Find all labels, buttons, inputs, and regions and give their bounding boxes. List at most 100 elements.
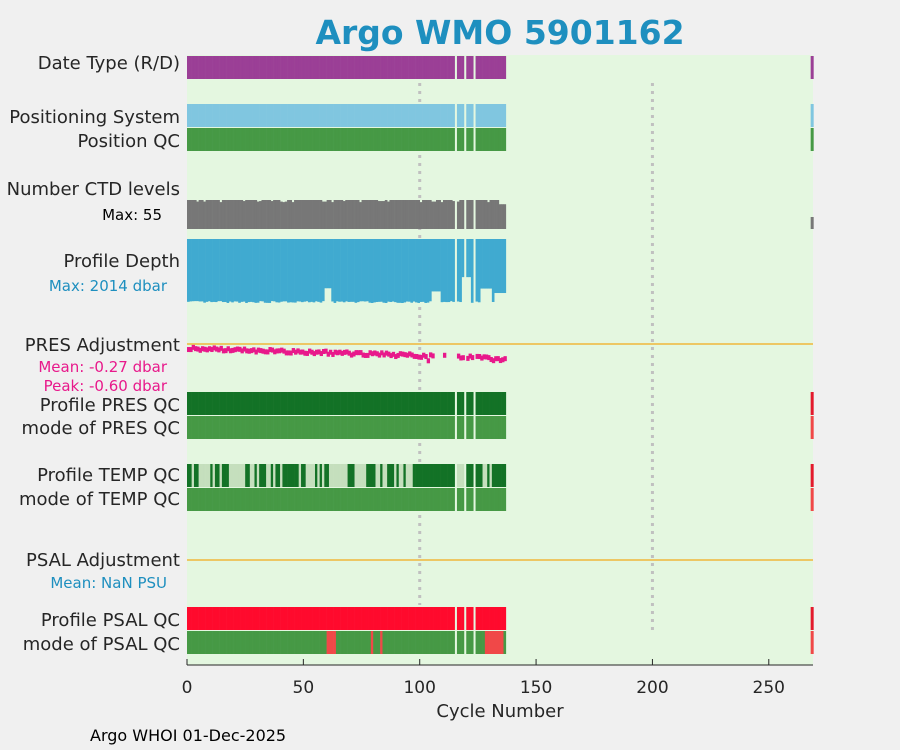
profile-depth-bar — [408, 239, 411, 302]
mode-temp-qc-cycle — [228, 488, 232, 511]
mode-pres-qc-cycle — [356, 416, 360, 439]
profile-depth-bar — [198, 239, 202, 302]
mode-psal-qc-cycle — [415, 631, 418, 654]
date-type-cycle — [410, 56, 414, 79]
mode-psal-qc-cycle — [198, 631, 202, 654]
positioning-system-cycle — [438, 104, 441, 127]
mode-pres-qc-cycle — [200, 416, 204, 439]
mode-temp-qc-cycle — [217, 488, 220, 511]
profile-pres-qc-cycle — [403, 392, 407, 415]
mode-pres-qc-cycle — [424, 416, 427, 439]
profile-psal-qc-cycle — [298, 607, 302, 630]
profile-pres-qc-cycle — [333, 392, 337, 415]
mode-temp-qc-cycle — [391, 488, 395, 511]
profile-depth-bar — [221, 239, 225, 303]
position-qc-cycle — [380, 128, 383, 151]
mode-psal-qc-cycle — [277, 631, 281, 654]
mode-pres-qc-cycle — [389, 416, 393, 439]
profile-psal-qc-cycle — [193, 607, 197, 630]
mode-psal-qc-cycle — [354, 631, 358, 654]
mode-pres-qc-cycle — [221, 416, 225, 439]
profile-psal-qc-cycle — [347, 607, 351, 630]
pres-adjustment-point — [249, 348, 254, 354]
mode-psal-qc-cycle — [475, 631, 479, 654]
positioning-system-cycle — [324, 104, 327, 127]
date-type-cycle — [496, 56, 500, 79]
positioning-system-cycle — [191, 104, 195, 127]
profile-temp-qc-cycle — [412, 464, 416, 487]
positioning-system-cycle — [219, 104, 223, 127]
position-qc-cycle — [259, 128, 262, 151]
label-profile-pres-qc: Profile PRES QC — [40, 395, 180, 416]
positioning-system-cycle — [391, 104, 395, 127]
date-type-cycle — [289, 56, 293, 79]
profile-psal-qc-cycle — [375, 607, 379, 630]
mode-temp-qc-cycle — [277, 488, 281, 511]
profile-temp-qc-cycle — [331, 464, 334, 487]
profile-depth-bar — [335, 239, 339, 302]
x-tick-label: 150 — [520, 678, 552, 698]
mode-psal-qc-cycle — [205, 631, 209, 654]
ctd-levels-bar — [431, 201, 434, 229]
ctd-levels-bar — [284, 201, 288, 229]
mode-pres-qc-cycle — [240, 416, 244, 439]
positioning-system-cycle — [284, 104, 288, 127]
profile-depth-bar — [231, 239, 234, 303]
profile-temp-qc-cycle — [389, 464, 393, 487]
mode-psal-qc-cycle — [317, 631, 320, 654]
mode-temp-qc-cycle — [347, 488, 351, 511]
positioning-system-cycle — [359, 104, 362, 127]
profile-pres-qc-cycle — [389, 392, 393, 415]
profile-psal-qc-cycle — [326, 607, 330, 630]
position-qc-cycle — [317, 128, 320, 151]
mode-temp-qc-cycle — [408, 488, 411, 511]
mode-temp-qc-cycle — [266, 488, 269, 511]
date-type-cycle — [482, 56, 486, 79]
date-type-cycle — [189, 56, 192, 79]
pres-adjustment-peak: Peak: -0.60 dbar — [44, 377, 168, 395]
profile-depth-bar — [187, 239, 190, 302]
position-qc-cycle — [417, 128, 421, 151]
profile-depth-bar — [284, 239, 288, 302]
date-type-cycle — [203, 56, 206, 79]
profile-pres-qc-cycle — [436, 392, 439, 415]
label-mode-psal-qc: mode of PSAL QC — [23, 634, 180, 655]
pres-adjustment-point — [459, 355, 463, 361]
mode-psal-qc-cycle — [408, 631, 411, 654]
profile-pres-qc-cycle — [475, 392, 479, 415]
ctd-levels-bar — [396, 200, 400, 229]
position-qc-cycle — [361, 128, 365, 151]
mode-psal-qc-cycle — [361, 631, 365, 654]
mode-temp-qc-cycle — [442, 488, 446, 511]
profile-psal-qc-cycle — [429, 607, 432, 630]
profile-pres-qc-cycle — [375, 392, 379, 415]
positioning-system-cycle — [214, 104, 218, 127]
mode-psal-qc-cycle — [440, 631, 444, 654]
profile-pres-qc-cycle — [310, 392, 313, 415]
position-qc-cycle — [217, 128, 220, 151]
pres-adjustment-point — [240, 348, 244, 354]
positioning-system-cycle — [335, 104, 339, 127]
profile-pres-qc-cycle — [187, 392, 190, 415]
mode-temp-qc-cycle — [475, 488, 479, 511]
profile-psal-qc-cycle — [382, 607, 386, 630]
profile-temp-qc-cycle — [228, 464, 232, 487]
profile-depth-bar — [433, 239, 437, 292]
mode-psal-qc-cycle — [312, 631, 316, 654]
mode-pres-qc-cycle — [228, 416, 232, 439]
positioning-system-cycle — [231, 104, 234, 127]
profile-depth-bar — [308, 239, 311, 303]
mode-pres-qc-cycle — [314, 416, 318, 439]
profile-pres-qc-cycle — [489, 392, 493, 415]
profile-psal-qc-cycle — [219, 607, 223, 630]
profile-temp-qc-cycle — [308, 464, 311, 487]
mode-temp-qc-cycle — [438, 488, 441, 511]
date-type-cycle — [266, 56, 269, 79]
profile-psal-qc-cycle — [363, 607, 367, 630]
ctd-levels-bar — [245, 200, 248, 229]
profile-temp-qc-cycle — [408, 464, 411, 487]
position-qc-cycle — [449, 128, 453, 151]
profile-depth-bar — [489, 239, 493, 289]
profile-pres-qc-cycle — [459, 392, 462, 415]
pres-adjustment-point — [233, 347, 237, 353]
